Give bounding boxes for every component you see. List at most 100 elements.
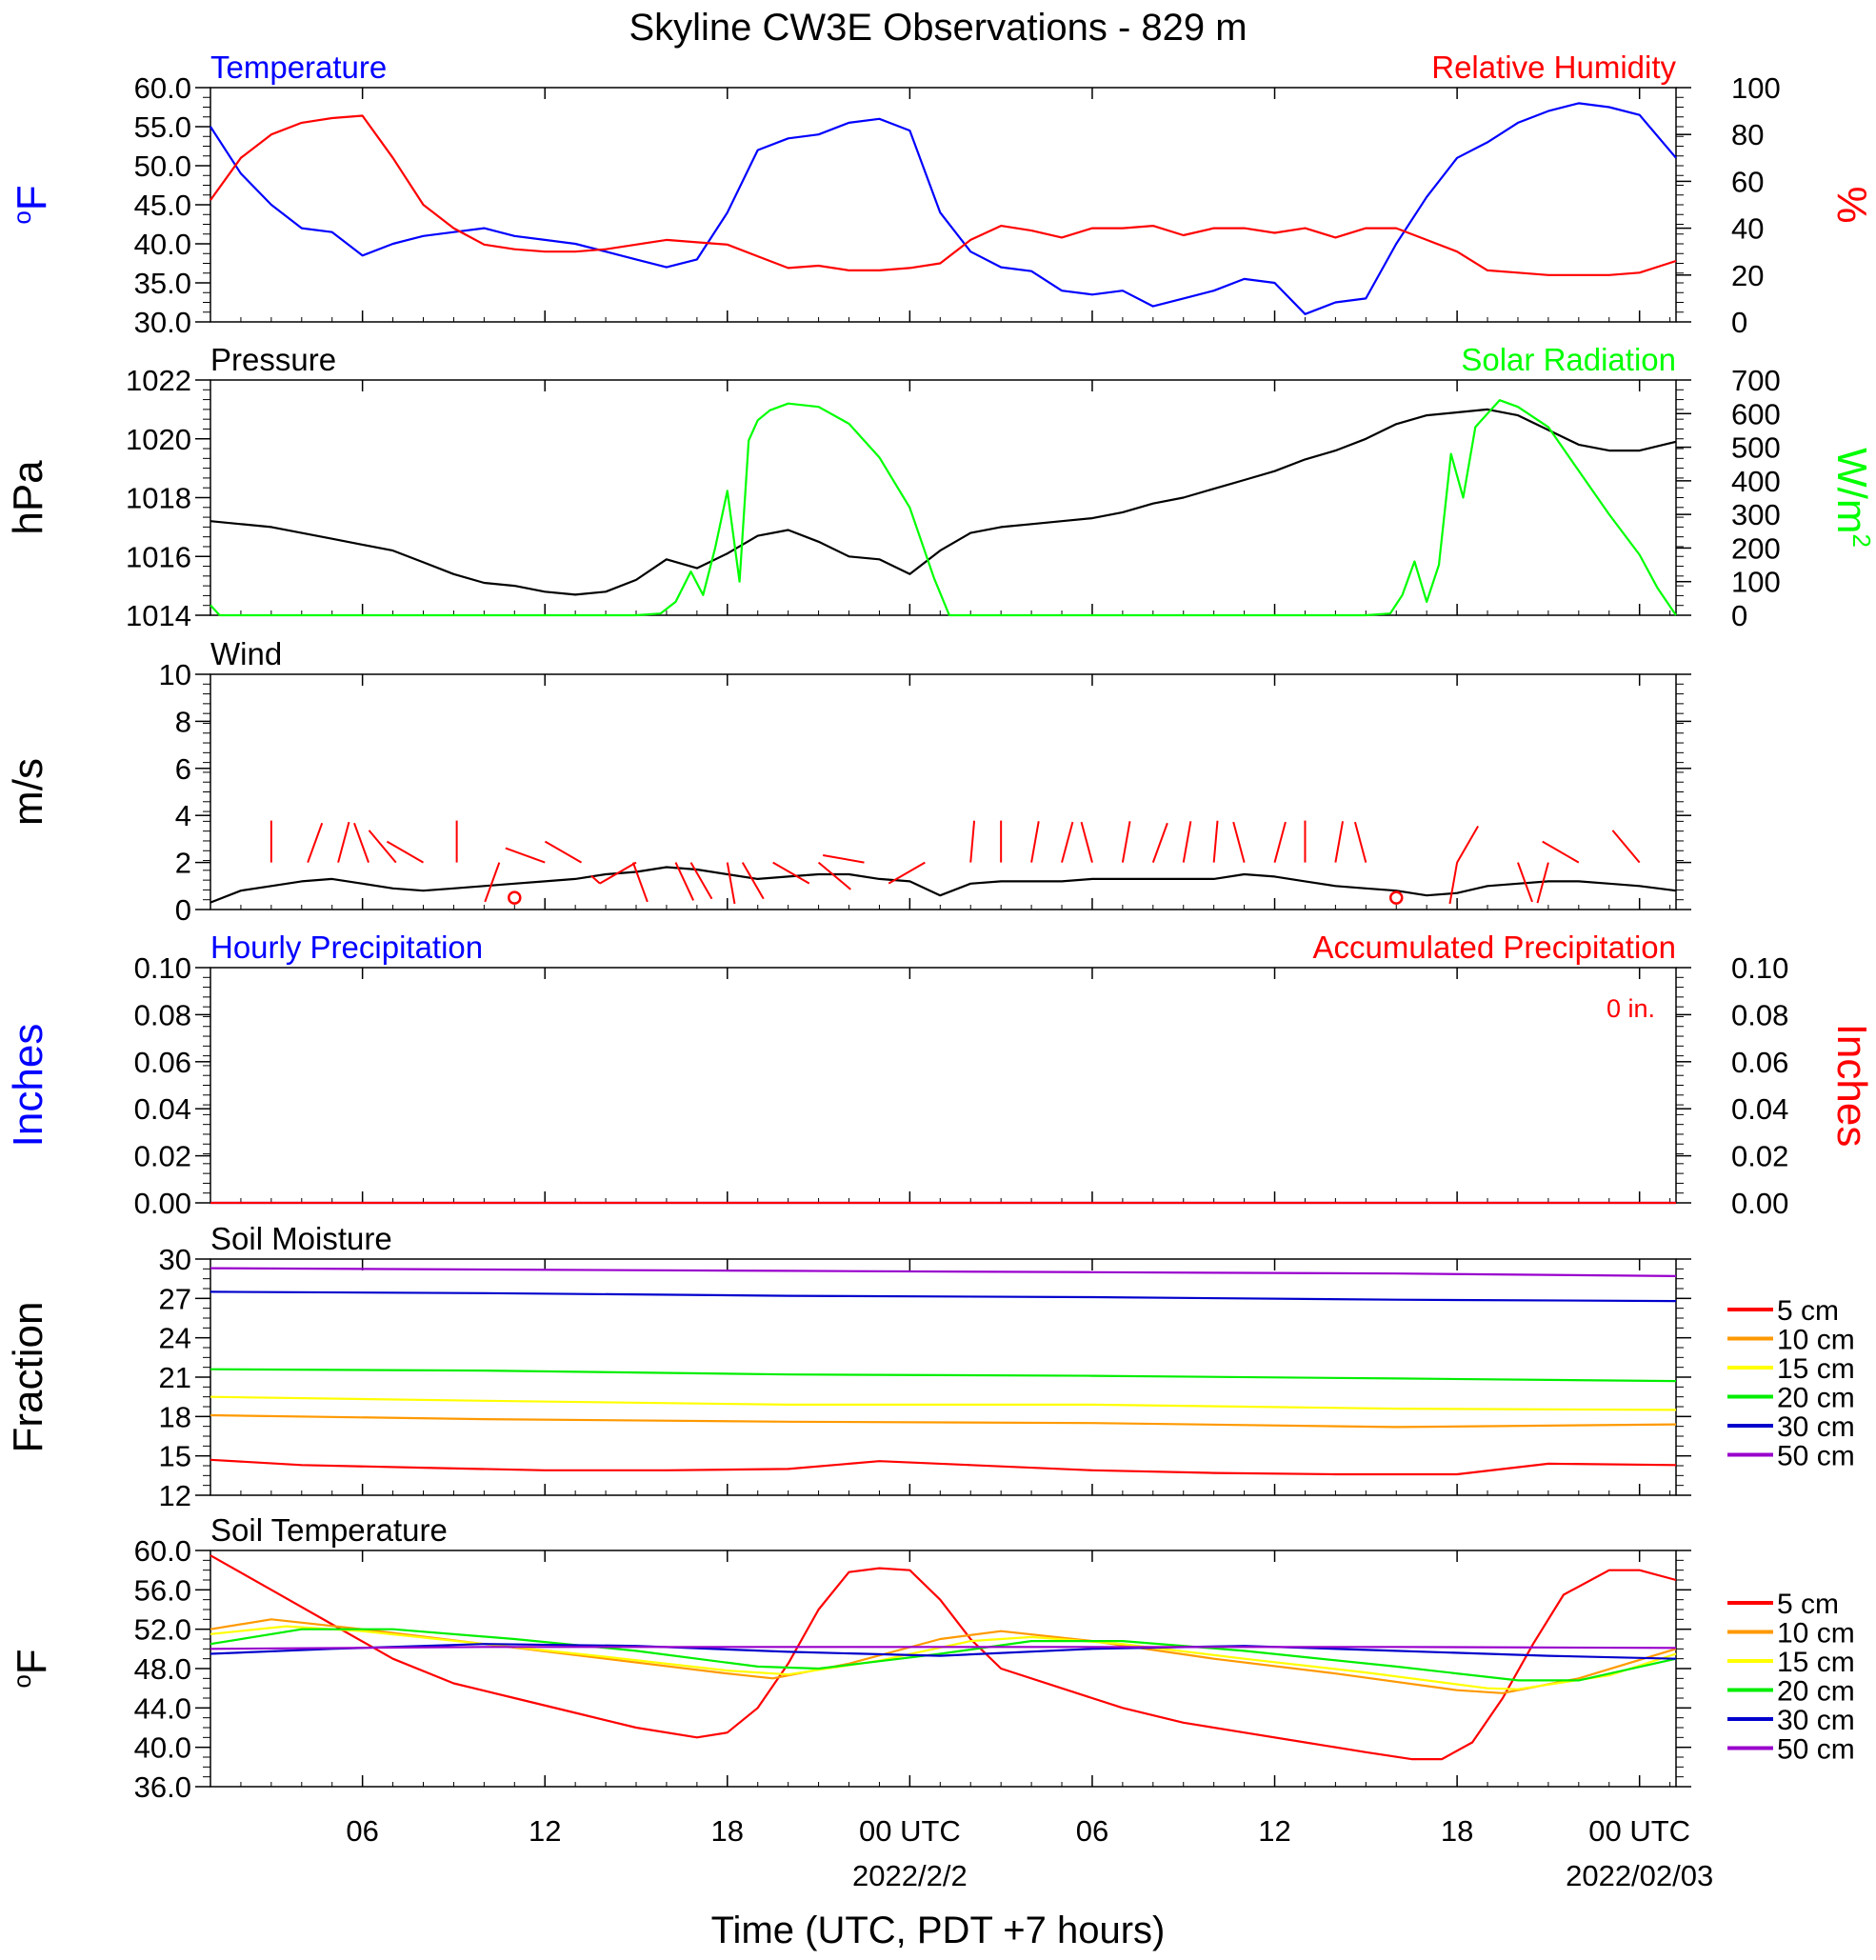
accumulated-total: 0 in.: [1607, 994, 1655, 1023]
series-line-pressure: [210, 408, 1677, 596]
wind-barb: [1232, 821, 1246, 863]
panel-title-left: Pressure: [210, 342, 336, 377]
y-right-tick-label: 700: [1731, 364, 1781, 397]
y-right-tick-label: 100: [1731, 71, 1781, 105]
wind-barbs: [269, 820, 1641, 905]
y-tick-label: 56.0: [134, 1573, 191, 1607]
y-axis-label: oF: [8, 185, 55, 224]
panel-title-left: Soil Temperature: [210, 1512, 448, 1548]
y-tick-label: 55.0: [134, 110, 191, 144]
panel-title-left: Wind: [210, 636, 282, 671]
panel-5: 36.0 40.0 44.0 48.0 52.0 56.0 60.0 Soil Tempera…: [8, 1512, 1855, 1804]
x-tick-label: 18: [1441, 1814, 1473, 1848]
y-right-tick-label: 0.00: [1731, 1187, 1788, 1220]
y-tick-label: 60.0: [134, 1534, 191, 1568]
y-right-tick-label: 100: [1731, 566, 1781, 599]
legend-label: 5 cm: [1777, 1589, 1839, 1620]
y-tick-label: 60.0: [134, 71, 191, 105]
x-tick-label: 00 UTC: [1588, 1814, 1690, 1848]
plot-frame: [210, 673, 1677, 910]
wind-barb: [1080, 821, 1093, 863]
wind-barb: [1536, 862, 1549, 904]
y-tick-label: 0.04: [134, 1092, 191, 1126]
y-tick-label: 1020: [126, 423, 191, 456]
plot-frame: [210, 1258, 1677, 1496]
wind-barb: [1456, 825, 1479, 864]
legend-label: 5 cm: [1777, 1295, 1839, 1327]
y-tick-label: 24: [159, 1322, 191, 1355]
x-tick-label: 12: [1258, 1814, 1290, 1848]
wind-barb: [484, 862, 501, 903]
legend-label: 15 cm: [1777, 1353, 1855, 1385]
y-right-tick-label: 40: [1731, 212, 1764, 246]
chart-title: Skyline CW3E Observations - 829 m: [629, 7, 1247, 49]
wind-barb: [1334, 821, 1345, 863]
y-tick-label: 0: [175, 893, 191, 927]
legend-label: 30 cm: [1777, 1411, 1855, 1443]
y-axis-label-right: Inches: [1828, 1024, 1875, 1148]
y-tick-label: 0.02: [134, 1140, 191, 1173]
wind-barb: [1212, 820, 1219, 863]
y-right-tick-label: 0.04: [1731, 1092, 1788, 1126]
legend-label: 10 cm: [1777, 1325, 1855, 1356]
x-tick-label: 12: [529, 1814, 561, 1848]
y-tick-label: 52.0: [134, 1613, 191, 1647]
y-right-tick-label: 60: [1731, 165, 1764, 198]
wind-barb: [386, 840, 425, 864]
y-right-tick-label: 500: [1731, 431, 1781, 465]
wind-barb: [1061, 821, 1074, 863]
panel-3: 0.00 0.02 0.04 0.06 0.08 0.10 0.00 0.02 0.04 0.06…: [5, 930, 1875, 1220]
y-tick-label: 0.06: [134, 1046, 191, 1079]
y-right-tick-label: 400: [1731, 465, 1781, 498]
y-right-tick-label: 80: [1731, 118, 1764, 151]
y-right-tick-label: 300: [1731, 498, 1781, 531]
y-tick-label: 40.0: [134, 1731, 191, 1765]
wind-barb: [1273, 821, 1287, 863]
wind-barb-flag: [590, 874, 601, 885]
panel-title-right: Solar Radiation: [1461, 342, 1676, 377]
y-right-tick-label: 600: [1731, 397, 1781, 430]
y-tick-label: 1018: [126, 482, 191, 515]
y-tick-label: 1022: [126, 364, 191, 397]
y-right-tick-label: 0: [1731, 599, 1747, 632]
x-tick-date: 2022/02/03: [1566, 1859, 1713, 1892]
wind-barb: [741, 862, 765, 900]
x-tick-label: 06: [1076, 1814, 1108, 1848]
wind-barb: [353, 822, 369, 863]
wind-barb: [726, 862, 736, 905]
series-line-5-cm: [210, 1554, 1677, 1761]
panel-title-left: Soil Moisture: [210, 1221, 392, 1256]
x-tick-label: 18: [711, 1814, 744, 1848]
panel-2: 0 2 4 6 8 10 Wind m/s: [5, 636, 1691, 927]
wind-barb: [1353, 821, 1367, 863]
y-tick-label: 48.0: [134, 1652, 191, 1686]
wind-barb: [337, 821, 350, 863]
y-axis-label-right: %: [1828, 186, 1875, 223]
wind-barb: [689, 862, 713, 900]
legend-label: 50 cm: [1777, 1441, 1855, 1472]
y-axis-label: Inches: [5, 1024, 51, 1148]
calm-wind-marker: [1388, 890, 1404, 905]
wind-barb: [1121, 821, 1131, 863]
legend-label: 30 cm: [1777, 1705, 1855, 1736]
plot-frame: [210, 379, 1677, 616]
y-tick-label: 12: [159, 1479, 191, 1512]
y-tick-label: 0.00: [134, 1187, 191, 1220]
wind-barb: [822, 853, 865, 864]
y-right-tick-label: 0: [1731, 306, 1747, 339]
wind-barb: [544, 840, 583, 864]
wind-barb: [599, 861, 637, 885]
y-tick-label: 0.10: [134, 951, 191, 985]
y-right-tick-label: 200: [1731, 531, 1781, 565]
y-right-tick-label: 0.06: [1731, 1046, 1788, 1079]
legend-label: 20 cm: [1777, 1383, 1855, 1414]
series-line-20-cm: [210, 1628, 1677, 1682]
x-tick-label: 06: [346, 1814, 378, 1848]
wind-barb: [1030, 821, 1040, 863]
series-line-relative-humidity: [210, 114, 1677, 276]
series-line-5-cm: [210, 1458, 1677, 1476]
y-tick-label: 21: [159, 1361, 191, 1394]
y-tick-label: 30.0: [134, 306, 191, 339]
y-tick-label: 30: [159, 1243, 191, 1276]
